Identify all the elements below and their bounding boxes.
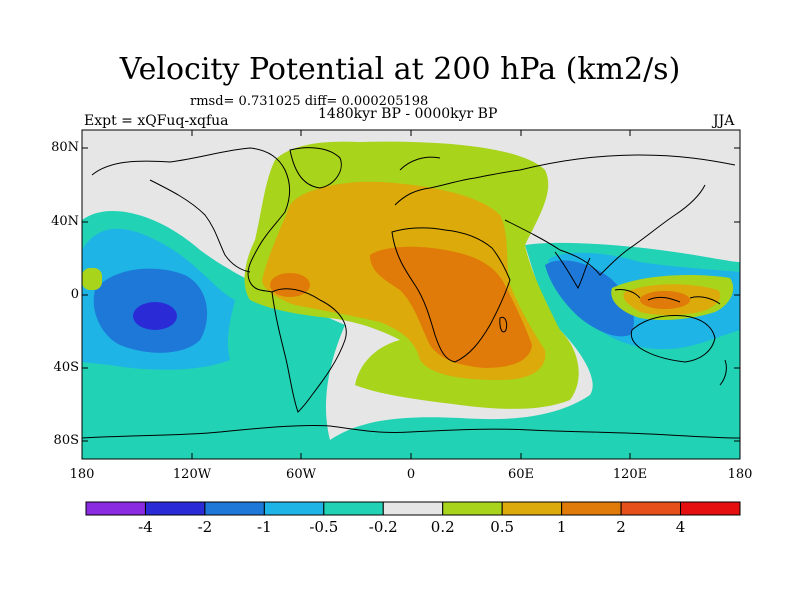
contour-orange-southamerica [270, 273, 310, 297]
period-label: 1480kyr BP - 0000kyr BP [318, 106, 498, 122]
colorbar-label: 1 [556, 518, 567, 536]
contour-orange-maritime [640, 291, 690, 309]
colorbar-label: -0.2 [368, 518, 398, 536]
coastlines [82, 147, 740, 439]
colorbar-label: 0.2 [430, 518, 455, 536]
season-label: JJA [713, 113, 735, 129]
colorbar-label: 4 [675, 518, 686, 536]
colorbar-swatch [680, 501, 741, 516]
x-tick-label: 120E [612, 467, 648, 482]
colorbar-swatch [561, 501, 622, 516]
colorbar-label: 0.5 [490, 518, 515, 536]
colorbar-label: -1 [257, 518, 272, 536]
colorbar-swatch [442, 501, 503, 516]
colorbar-swatch [501, 501, 563, 516]
x-tick-label: 180 [727, 467, 753, 482]
colorbar-swatch [263, 501, 325, 516]
colorbar-swatch [204, 501, 265, 516]
experiment-label: Expt = xQFuq-xqfua [84, 113, 229, 129]
y-tick-label: 40S [53, 360, 79, 375]
y-tick-label: 0 [70, 287, 79, 302]
contour-orange-africa [370, 246, 532, 368]
colorbar-swatch [382, 501, 444, 516]
colorbar-swatch [620, 501, 682, 516]
x-tick-label: 0 [406, 467, 416, 482]
colorbar-swatch [144, 501, 206, 516]
colorbar [85, 501, 741, 516]
colorbar-swatch [85, 501, 146, 516]
colorbar-label: -2 [197, 518, 213, 536]
contour-blue-indopacific [545, 260, 634, 337]
x-tick-label: 120W [172, 467, 212, 482]
stats-line: rmsd= 0.731025 diff= 0.000205198 [190, 94, 429, 109]
contour-green-dateline [82, 268, 102, 290]
colorbar-label: -4 [138, 518, 153, 536]
x-tick-label: 180 [69, 467, 95, 482]
y-tick-label: 80N [51, 140, 79, 155]
map-title: Velocity Potential at 200 hPa (km2/s) [119, 52, 681, 87]
y-tick-label: 80S [53, 433, 79, 448]
x-tick-label: 60E [507, 467, 535, 482]
colorbar-swatch [323, 501, 384, 516]
contour-darkblue-pacific [133, 302, 177, 330]
x-tick-label: 60W [286, 467, 316, 482]
axis-ticks [81, 130, 741, 459]
y-tick-label: 40N [51, 214, 79, 229]
colorbar-label: -0.5 [309, 518, 339, 536]
colorbar-label: 2 [616, 518, 626, 536]
